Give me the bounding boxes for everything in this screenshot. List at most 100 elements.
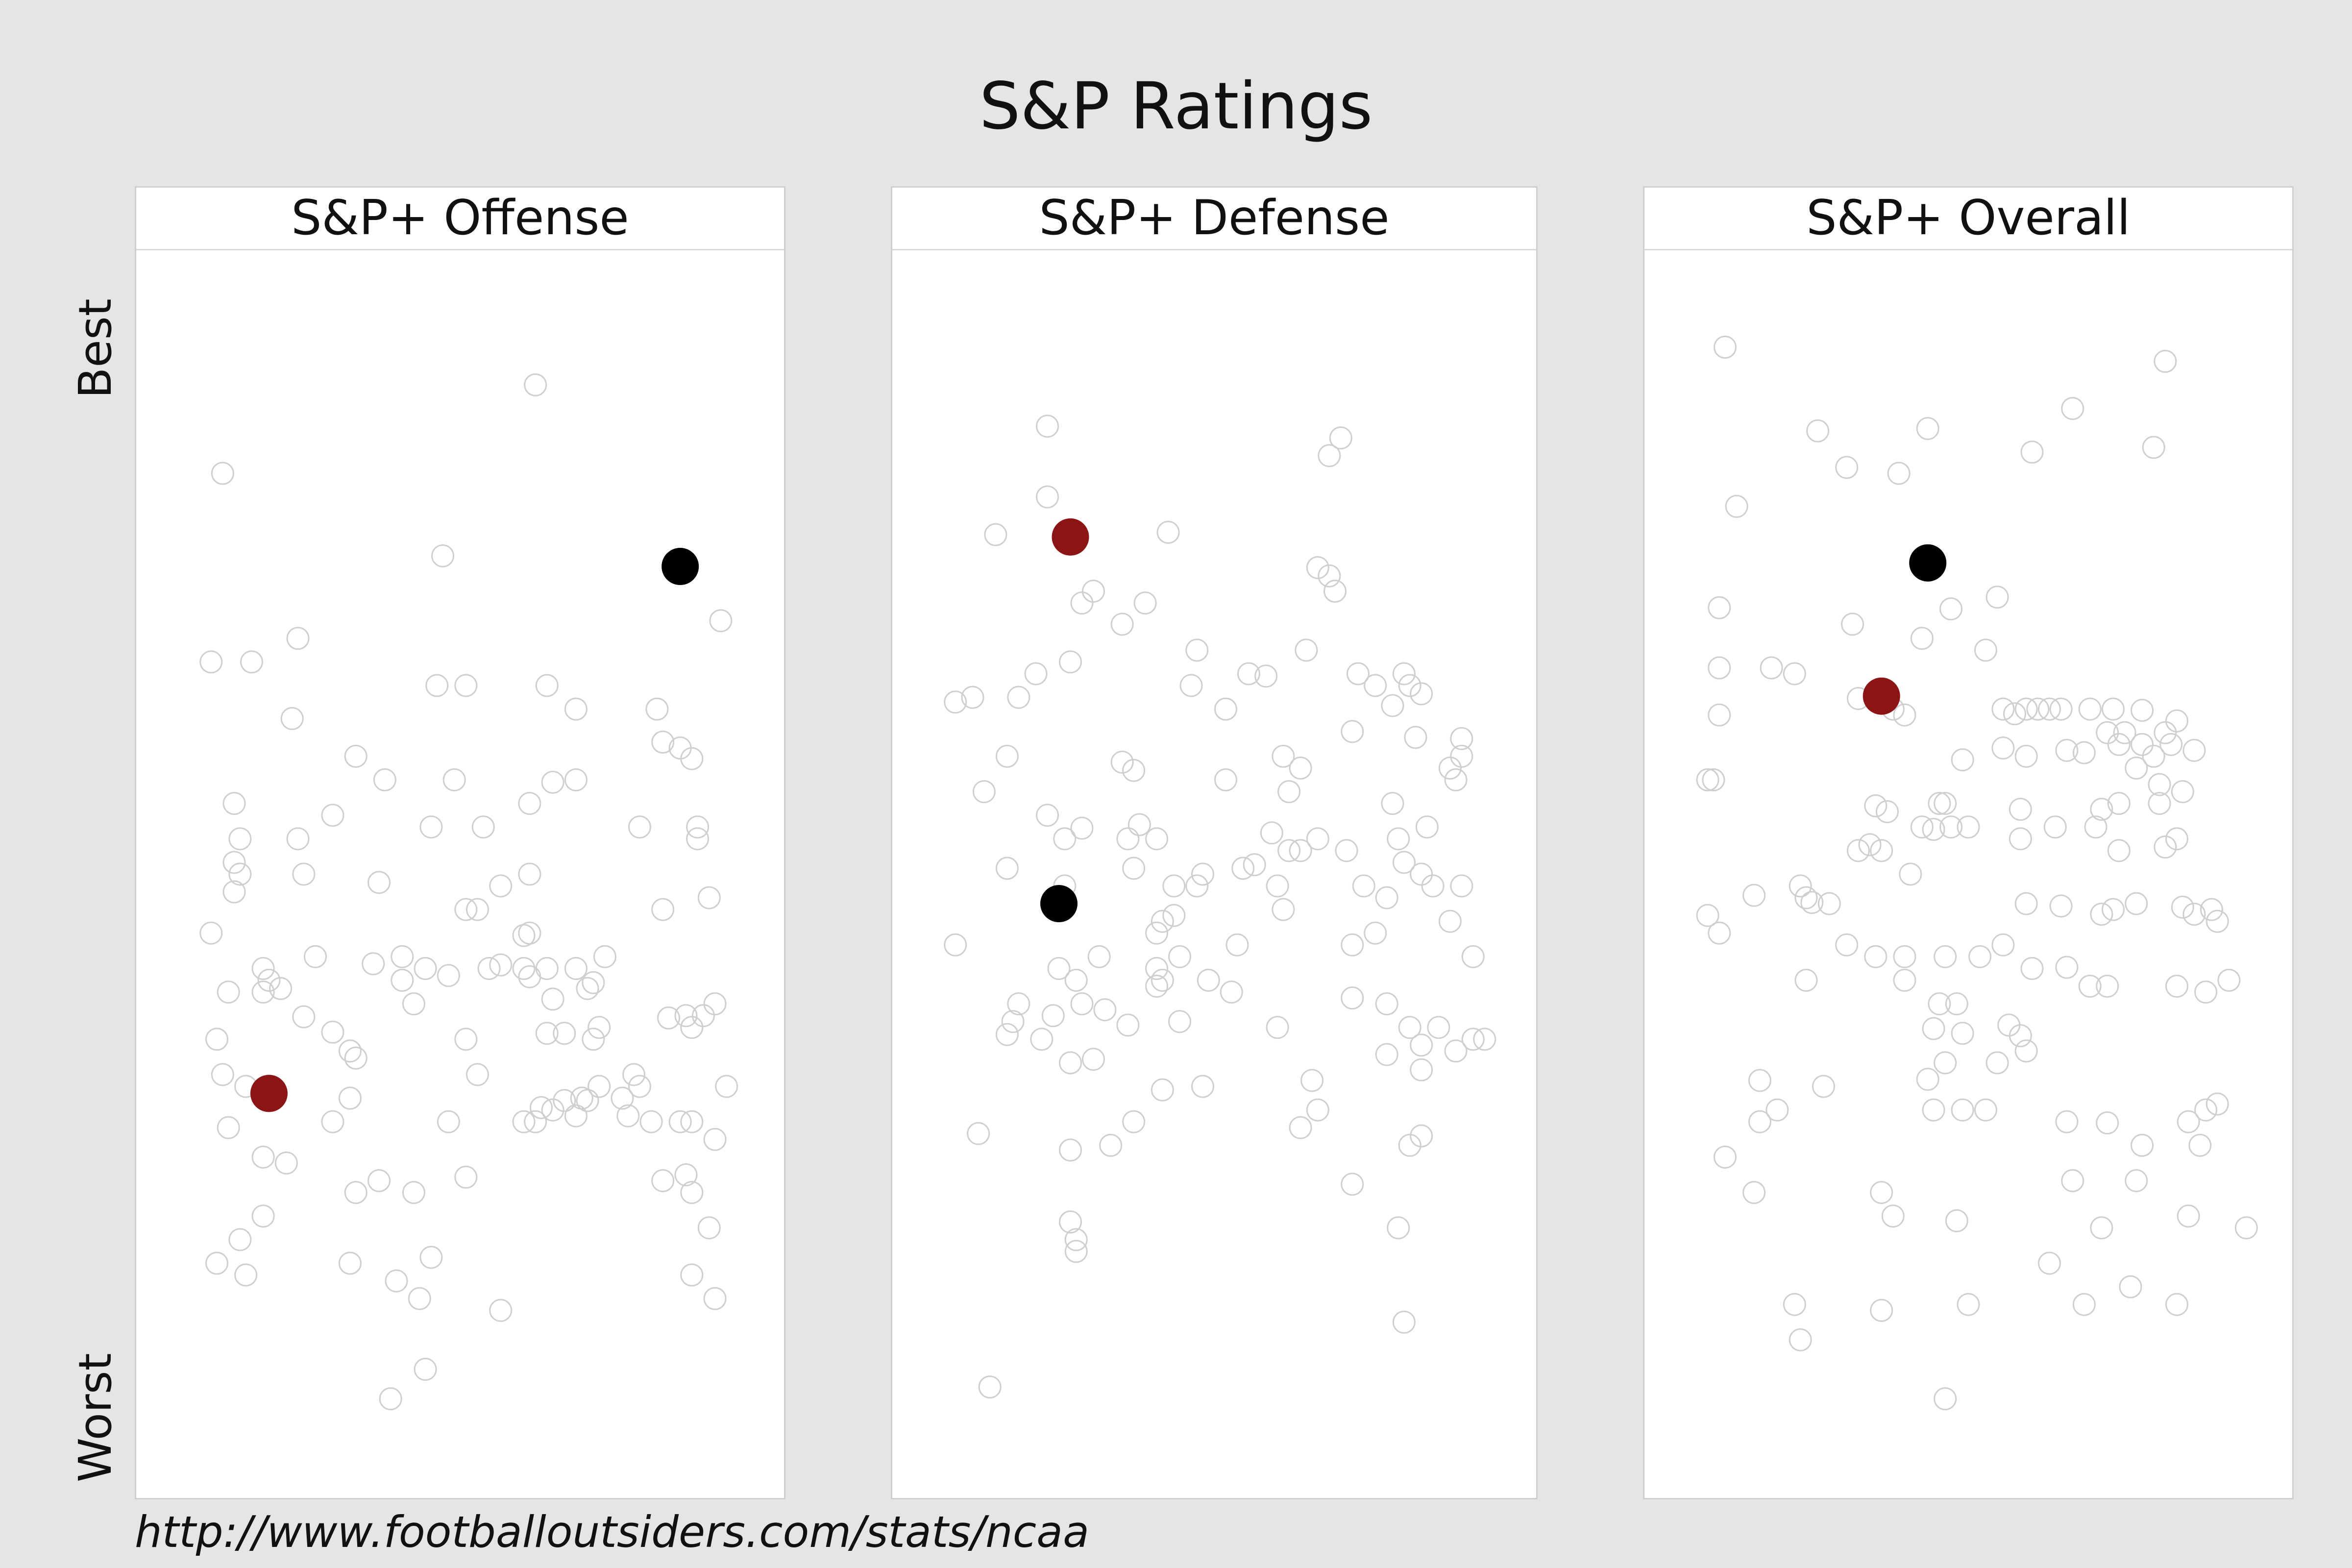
team-point xyxy=(2119,1275,2142,1298)
team-point xyxy=(2014,892,2038,915)
team-point xyxy=(1427,1016,1450,1039)
team-point xyxy=(2148,792,2171,815)
team-point xyxy=(1289,839,1312,862)
team-point xyxy=(1047,956,1071,980)
team-point xyxy=(344,744,368,768)
team-point xyxy=(1191,1075,1215,1098)
team-point xyxy=(1846,839,1870,862)
team-point xyxy=(1916,1068,1939,1091)
team-point xyxy=(674,1004,698,1028)
team-point xyxy=(489,953,513,977)
team-point xyxy=(1036,415,1059,438)
team-point xyxy=(2159,733,2183,756)
team-point xyxy=(686,827,710,851)
y-axis-worst-label: Worst xyxy=(69,1353,122,1482)
team-point xyxy=(1093,998,1117,1022)
team-point xyxy=(582,1028,605,1051)
team-point xyxy=(1001,1010,1025,1033)
team-point xyxy=(1335,839,1358,862)
team-point xyxy=(1714,1145,1737,1169)
team-point xyxy=(379,1387,402,1411)
team-point xyxy=(524,373,547,397)
team-point xyxy=(645,697,669,721)
team-point xyxy=(1110,612,1134,636)
team-point xyxy=(709,609,733,633)
team-point xyxy=(1444,768,1468,792)
team-point xyxy=(1893,945,1916,968)
team-point xyxy=(1266,1016,1289,1039)
team-point xyxy=(414,956,437,980)
team-point xyxy=(1007,686,1030,709)
team-point xyxy=(1030,1028,1054,1051)
team-point xyxy=(1708,703,1731,727)
team-point xyxy=(1934,1387,1957,1411)
team-point xyxy=(588,1016,611,1039)
team-point xyxy=(2131,733,2154,756)
team-point xyxy=(2165,709,2189,733)
team-point xyxy=(1985,586,2009,609)
team-point xyxy=(1145,975,1169,998)
team-point xyxy=(274,1151,298,1175)
team-point xyxy=(1295,638,1318,662)
team-point xyxy=(680,1016,704,1039)
team-point xyxy=(564,768,588,792)
team-point xyxy=(257,969,281,992)
team-point xyxy=(2142,744,2165,768)
team-point xyxy=(2009,827,2032,851)
scatter-overall xyxy=(1696,336,2258,1411)
team-point xyxy=(338,1251,362,1275)
team-point xyxy=(1985,1051,2009,1075)
team-point xyxy=(1277,839,1301,862)
highlight-point-red xyxy=(250,1075,288,1112)
team-point xyxy=(1934,945,1957,968)
team-point xyxy=(1036,804,1059,827)
team-point xyxy=(1122,759,1146,782)
team-point xyxy=(1461,945,1485,968)
team-point xyxy=(1231,857,1255,880)
team-point xyxy=(1742,1181,1766,1204)
team-point xyxy=(524,1110,547,1133)
team-point xyxy=(2113,721,2136,744)
team-point xyxy=(1185,638,1209,662)
team-point xyxy=(1381,792,1404,815)
team-point xyxy=(2026,697,2050,721)
team-point xyxy=(1214,697,1237,721)
team-point xyxy=(2125,892,2148,915)
team-point xyxy=(408,1287,431,1310)
team-point xyxy=(1151,909,1174,933)
team-point xyxy=(1329,426,1352,450)
team-point xyxy=(338,1086,362,1110)
team-point xyxy=(2020,441,2044,464)
team-point xyxy=(402,992,425,1016)
team-point xyxy=(2148,773,2171,796)
team-point xyxy=(691,1004,715,1028)
team-point xyxy=(251,956,275,980)
team-point xyxy=(2096,1111,2119,1135)
team-point xyxy=(477,956,501,980)
team-point xyxy=(680,1263,704,1287)
team-point xyxy=(286,827,310,851)
team-point xyxy=(1277,780,1301,804)
team-point xyxy=(454,898,478,921)
team-point xyxy=(1817,892,1841,915)
team-point xyxy=(1237,662,1260,686)
team-point xyxy=(2096,721,2119,744)
highlight-point-red xyxy=(1862,677,1900,715)
plot-area-defense xyxy=(892,250,1536,1498)
team-point xyxy=(1765,1098,1789,1122)
team-point xyxy=(2090,798,2113,821)
team-point xyxy=(541,987,564,1011)
team-point xyxy=(419,1246,443,1269)
team-point xyxy=(414,1358,437,1381)
team-point xyxy=(251,1145,275,1169)
team-point xyxy=(697,1216,721,1240)
team-point xyxy=(1708,921,1731,945)
team-point xyxy=(1748,1110,1771,1133)
team-point xyxy=(228,1228,252,1251)
team-point xyxy=(2234,1216,2258,1240)
team-point xyxy=(454,1028,478,1051)
team-point xyxy=(1024,662,1048,686)
team-point xyxy=(2020,956,2044,980)
team-point xyxy=(1974,1098,1997,1122)
team-point xyxy=(419,815,443,839)
